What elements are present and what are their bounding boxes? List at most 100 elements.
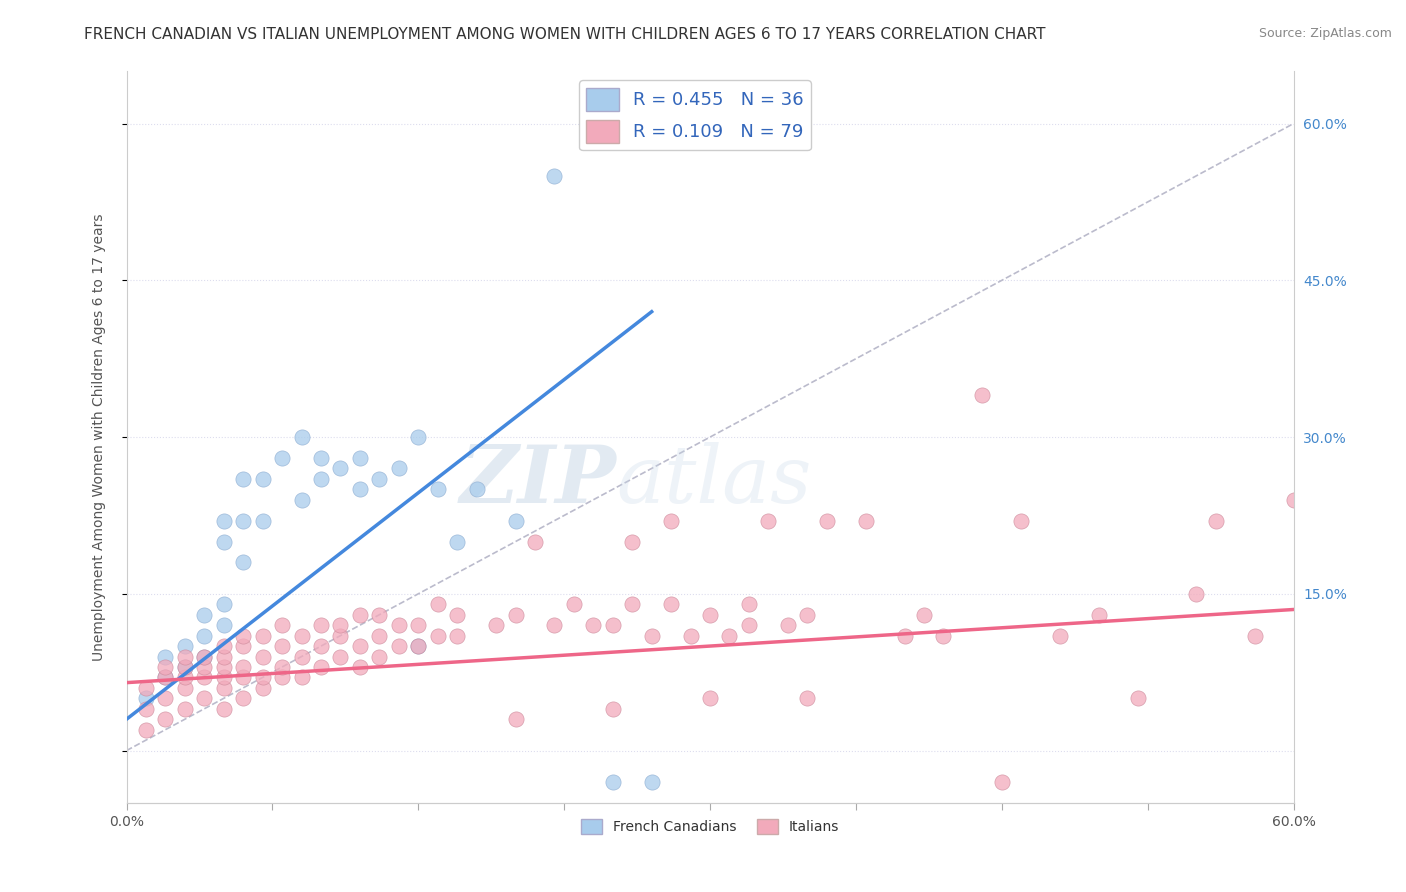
Point bbox=[252, 670, 274, 684]
Point bbox=[388, 639, 411, 653]
Point bbox=[368, 607, 391, 622]
Point bbox=[155, 670, 177, 684]
Point bbox=[505, 712, 527, 726]
Point bbox=[659, 514, 682, 528]
Point bbox=[212, 639, 235, 653]
Point bbox=[212, 660, 235, 674]
Point bbox=[155, 712, 177, 726]
Point bbox=[135, 702, 157, 716]
Point bbox=[446, 629, 468, 643]
Point bbox=[290, 492, 312, 507]
Point bbox=[252, 649, 274, 664]
Point bbox=[232, 556, 254, 570]
Point bbox=[990, 775, 1012, 789]
Point bbox=[426, 483, 449, 497]
Point bbox=[368, 472, 391, 486]
Point bbox=[349, 450, 371, 465]
Legend: French Canadians, Italians: French Canadians, Italians bbox=[575, 814, 845, 839]
Point bbox=[602, 618, 624, 632]
Point bbox=[621, 534, 644, 549]
Point bbox=[932, 629, 955, 643]
Point bbox=[912, 607, 935, 622]
Point bbox=[679, 629, 702, 643]
Point bbox=[135, 691, 157, 706]
Point bbox=[174, 649, 197, 664]
Point bbox=[174, 639, 197, 653]
Point bbox=[582, 618, 605, 632]
Point bbox=[174, 670, 197, 684]
Point bbox=[252, 681, 274, 695]
Point bbox=[309, 660, 332, 674]
Point bbox=[485, 618, 508, 632]
Point bbox=[543, 618, 565, 632]
Point bbox=[329, 649, 352, 664]
Point bbox=[505, 607, 527, 622]
Point bbox=[1126, 691, 1149, 706]
Point bbox=[271, 670, 294, 684]
Point bbox=[1243, 629, 1265, 643]
Point bbox=[893, 629, 915, 643]
Text: Source: ZipAtlas.com: Source: ZipAtlas.com bbox=[1258, 27, 1392, 40]
Point bbox=[232, 514, 254, 528]
Point bbox=[699, 691, 721, 706]
Point bbox=[659, 597, 682, 611]
Point bbox=[193, 660, 215, 674]
Point bbox=[309, 639, 332, 653]
Point bbox=[855, 514, 877, 528]
Point bbox=[621, 597, 644, 611]
Point bbox=[290, 670, 312, 684]
Point bbox=[368, 649, 391, 664]
Point bbox=[523, 534, 546, 549]
Point bbox=[465, 483, 488, 497]
Point bbox=[135, 681, 157, 695]
Point bbox=[155, 670, 177, 684]
Point bbox=[349, 607, 371, 622]
Point bbox=[155, 691, 177, 706]
Point bbox=[252, 629, 274, 643]
Point bbox=[232, 670, 254, 684]
Point bbox=[329, 461, 352, 475]
Point bbox=[796, 607, 818, 622]
Point bbox=[232, 660, 254, 674]
Point bbox=[1088, 607, 1111, 622]
Point bbox=[155, 660, 177, 674]
Point bbox=[1185, 587, 1208, 601]
Point bbox=[271, 450, 294, 465]
Point bbox=[718, 629, 741, 643]
Point bbox=[505, 514, 527, 528]
Point bbox=[135, 723, 157, 737]
Point bbox=[290, 629, 312, 643]
Point bbox=[252, 472, 274, 486]
Point bbox=[329, 618, 352, 632]
Point bbox=[349, 660, 371, 674]
Point bbox=[193, 649, 215, 664]
Point bbox=[271, 618, 294, 632]
Point bbox=[388, 618, 411, 632]
Point bbox=[972, 388, 994, 402]
Point bbox=[174, 681, 197, 695]
Point bbox=[446, 534, 468, 549]
Point bbox=[212, 649, 235, 664]
Point bbox=[641, 775, 664, 789]
Point bbox=[232, 472, 254, 486]
Point bbox=[212, 681, 235, 695]
Point bbox=[174, 702, 197, 716]
Point bbox=[446, 607, 468, 622]
Point bbox=[174, 660, 197, 674]
Point bbox=[309, 472, 332, 486]
Point bbox=[329, 629, 352, 643]
Point bbox=[738, 597, 761, 611]
Text: FRENCH CANADIAN VS ITALIAN UNEMPLOYMENT AMONG WOMEN WITH CHILDREN AGES 6 TO 17 Y: FRENCH CANADIAN VS ITALIAN UNEMPLOYMENT … bbox=[84, 27, 1046, 42]
Point bbox=[368, 629, 391, 643]
Point bbox=[408, 639, 430, 653]
Point bbox=[290, 430, 312, 444]
Point bbox=[1282, 492, 1305, 507]
Point bbox=[193, 629, 215, 643]
Point bbox=[193, 670, 215, 684]
Point bbox=[756, 514, 779, 528]
Point bbox=[212, 670, 235, 684]
Point bbox=[232, 639, 254, 653]
Point bbox=[309, 618, 332, 632]
Point bbox=[1049, 629, 1071, 643]
Point bbox=[738, 618, 761, 632]
